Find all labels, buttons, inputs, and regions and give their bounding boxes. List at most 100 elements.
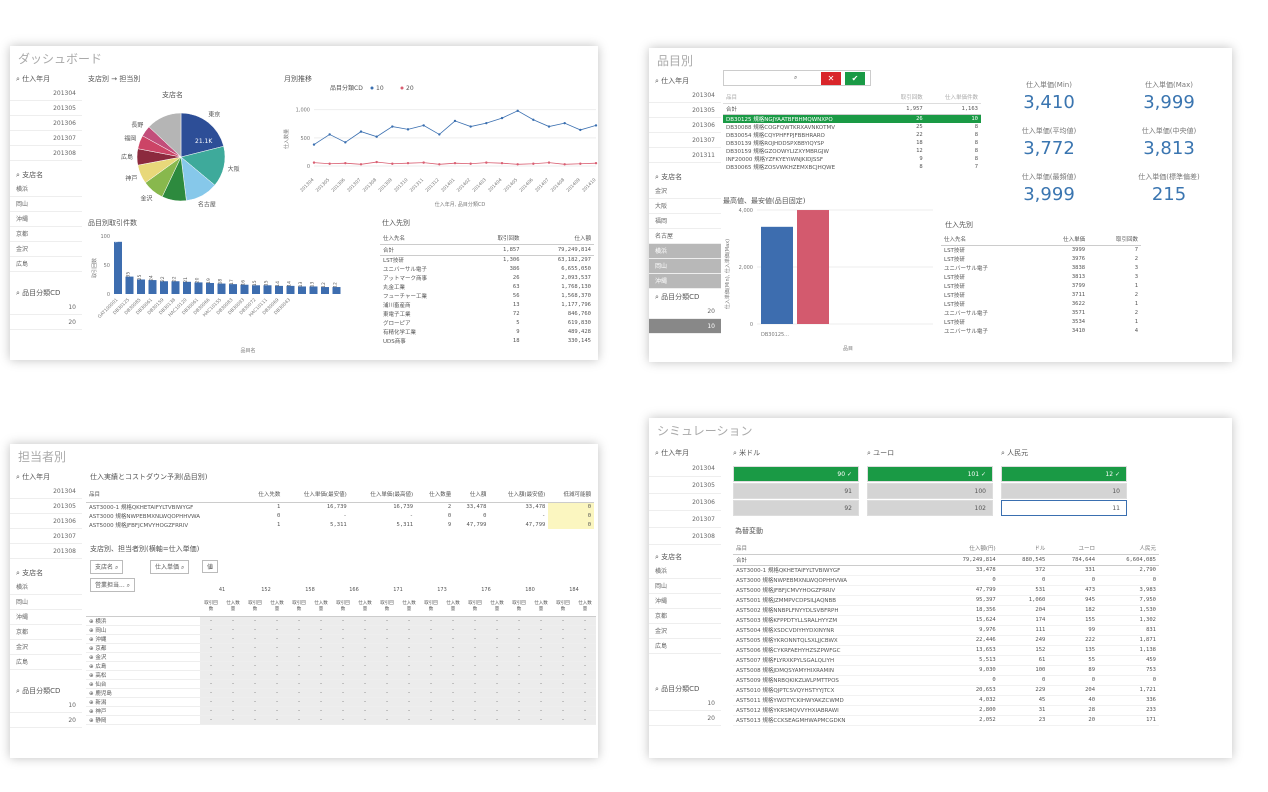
- search-box[interactable]: ⌕: [723, 70, 871, 86]
- filter-item[interactable]: 201305: [649, 477, 721, 494]
- col-header[interactable]: 仕入先名: [383, 235, 406, 242]
- fx-rate-option[interactable]: 101 ✓: [867, 466, 993, 482]
- pivot-row[interactable]: ⊕ 新潟 - - - - - - - - - - - - - - - - - -: [86, 697, 596, 706]
- filter-item[interactable]: 20: [10, 315, 82, 330]
- data-point[interactable]: [594, 124, 598, 127]
- fx-rate-option[interactable]: 11: [1001, 500, 1127, 516]
- filter-branch[interactable]: ⌕ 支店名 横浜 岡山 沖縄 京都 金沢 広島: [649, 550, 721, 654]
- data-point[interactable]: [422, 124, 425, 127]
- table-row[interactable]: LST技研 3976 2: [941, 254, 1141, 263]
- table-row[interactable]: AST5013 規格CCKSEAGMHWAPMCGDKN 2,052 23 20 171: [733, 715, 1159, 725]
- pivot-row[interactable]: ⊕ 広島 - - - - - - - - - - - - - - - - - -: [86, 661, 596, 670]
- bar[interactable]: [160, 281, 168, 294]
- table-row[interactable]: フューチャー工業 56 1,568,370: [380, 291, 594, 300]
- data-point[interactable]: [563, 163, 566, 166]
- fx-rate-option[interactable]: 100: [867, 483, 993, 499]
- filter-item[interactable]: 20: [10, 713, 82, 728]
- bar[interactable]: [206, 282, 214, 294]
- pivot-row-header[interactable]: ⊕ 金沢: [89, 654, 107, 661]
- pivot-row-header[interactable]: ⊕ 沖縄: [89, 636, 107, 643]
- data-point[interactable]: [312, 161, 316, 164]
- pivot-col-header[interactable]: 176: [481, 587, 491, 593]
- table-row[interactable]: AST5000 規格JFBFJCMVYHOGZFRRIV 47,799 531 473…: [733, 585, 1159, 595]
- filter-item[interactable]: 金沢: [649, 184, 721, 199]
- col-header[interactable]: 人民元: [1139, 545, 1156, 552]
- pivot-col-header[interactable]: 173: [437, 587, 447, 593]
- filter-branch[interactable]: ⌕ 支店名 横浜 岡山 沖縄 京都 金沢 広島: [10, 566, 82, 670]
- bar[interactable]: [275, 285, 283, 294]
- filter-category[interactable]: ⌕ 品目分類CD 10 20: [10, 684, 82, 728]
- pivot-col-header[interactable]: 158: [305, 587, 315, 593]
- data-point[interactable]: [328, 133, 331, 136]
- col-header[interactable]: ドル: [1034, 545, 1046, 552]
- bar-min[interactable]: [761, 226, 793, 324]
- fx-rate-option[interactable]: 12 ✓: [1001, 466, 1127, 482]
- pivot-row[interactable]: ⊕ 岡山 - - - - - - - - - - - - - - - - - -: [86, 625, 596, 634]
- pivot-row-header[interactable]: ⊕ 新潟: [89, 699, 107, 706]
- table-row[interactable]: AST5008 規格JDMQSYAMYHIXRAMIN 9,030 100 89 753: [733, 665, 1159, 675]
- table-row[interactable]: AST5003 規格KFPPDTYLLSRALHYYZM 15,624 174 155…: [733, 615, 1159, 625]
- filter-item[interactable]: 沖縄: [10, 610, 82, 625]
- filter-item[interactable]: 201305: [10, 499, 82, 514]
- fx-rate-option[interactable]: 102: [867, 500, 993, 516]
- col-header[interactable]: 品目: [736, 545, 748, 552]
- pivot-col-header[interactable]: 184: [569, 587, 579, 593]
- pivot-filter-staff[interactable]: 営業担当... ⌕: [90, 578, 136, 592]
- data-point[interactable]: [359, 130, 363, 133]
- col-header[interactable]: 取引回数: [497, 235, 520, 242]
- filter-item[interactable]: 沖縄: [649, 274, 721, 289]
- filter-item[interactable]: 10: [10, 300, 82, 315]
- table-row[interactable]: DB30088 規格COGFQWTKRXAVNKOTMV 25 8: [723, 123, 981, 131]
- bar[interactable]: [286, 285, 295, 294]
- bar[interactable]: [263, 285, 272, 294]
- data-point[interactable]: [516, 163, 519, 166]
- filter-item[interactable]: 201304: [10, 86, 82, 101]
- pivot-filter-branch[interactable]: 支店名 ⌕: [90, 560, 124, 574]
- col-header[interactable]: 取引回数: [1115, 237, 1138, 244]
- col-header[interactable]: 仕入先数: [258, 491, 281, 498]
- filter-branch[interactable]: ⌕ 支店名 金沢 大阪 福岡 名古屋 横浜 岡山 沖縄: [649, 170, 721, 289]
- pivot-row-header[interactable]: ⊕ 広島: [89, 663, 107, 670]
- filter-item[interactable]: 201307: [10, 131, 82, 146]
- filter-month[interactable]: ⌕ 仕入年月 201304 201305 201306 201307 20130…: [649, 446, 721, 545]
- filter-item[interactable]: 10: [649, 319, 721, 334]
- pivot-col-header[interactable]: 180: [525, 587, 535, 593]
- filter-item[interactable]: 京都: [10, 227, 82, 242]
- col-header[interactable]: 仕入額(円): [969, 545, 996, 552]
- filter-item[interactable]: 岡山: [649, 259, 721, 274]
- table-row[interactable]: AST5010 規格QJPTCSVQYHSTYYJTCX 20,653 229 204…: [733, 685, 1159, 695]
- data-point[interactable]: [344, 141, 347, 144]
- data-point[interactable]: [547, 161, 551, 164]
- filter-month[interactable]: ⌕ 仕入年月 201304 201305 201306 201307 20131…: [649, 74, 721, 163]
- filter-item[interactable]: 京都: [10, 625, 82, 640]
- data-point[interactable]: [453, 119, 457, 123]
- table-row[interactable]: ユニバーサル電子 3571 2: [941, 308, 1141, 317]
- data-point[interactable]: [406, 128, 410, 131]
- data-point[interactable]: [391, 162, 394, 165]
- filter-item[interactable]: 201307: [10, 529, 82, 544]
- pivot-row[interactable]: ⊕ 京都 - - - - - - - - - - - - - - - - - -: [86, 643, 596, 652]
- table-row[interactable]: LST技研 3711 2: [941, 290, 1141, 299]
- table-row[interactable]: DB30065 規格ZOSVWKHZEMXBCJHQWE 8 7: [723, 163, 981, 171]
- bar[interactable]: [332, 287, 341, 294]
- col-header[interactable]: 仕入単価(最安値): [303, 491, 347, 498]
- fx-rate-option[interactable]: 92: [733, 500, 859, 516]
- col-header[interactable]: 仕入単価(最高値): [370, 491, 414, 498]
- col-header[interactable]: 品目: [89, 491, 101, 498]
- data-point[interactable]: [563, 121, 566, 125]
- col-header[interactable]: 仕入単価: [1063, 237, 1086, 244]
- table-row[interactable]: 東電子工業 72 846,760: [380, 309, 594, 318]
- pivot-row[interactable]: ⊕ 金沢 - - - - - - - - - - - - - - - - - -: [86, 652, 596, 661]
- pivot-row[interactable]: ⊕ 沖縄 - - - - - - - - - - - - - - - - - -: [86, 634, 596, 643]
- filter-item[interactable]: 金沢: [10, 242, 82, 257]
- data-point[interactable]: [500, 161, 504, 165]
- filter-branch[interactable]: ⌕ 支店名 横浜 岡山 沖縄 京都 金沢 広島: [10, 168, 82, 272]
- pivot-row-header[interactable]: ⊕ 京都: [89, 645, 107, 652]
- filter-item[interactable]: 201305: [649, 103, 721, 118]
- col-header[interactable]: 仕入先名: [944, 237, 967, 244]
- data-point[interactable]: [500, 116, 504, 120]
- table-row[interactable]: UDS商事 18 330,145: [380, 336, 594, 345]
- bar[interactable]: [194, 282, 203, 294]
- pivot-row-header[interactable]: ⊕ 横浜: [89, 618, 107, 625]
- pivot-row[interactable]: ⊕ 鹿児島 - - - - - - - - - - - - - - - - - -: [86, 688, 596, 697]
